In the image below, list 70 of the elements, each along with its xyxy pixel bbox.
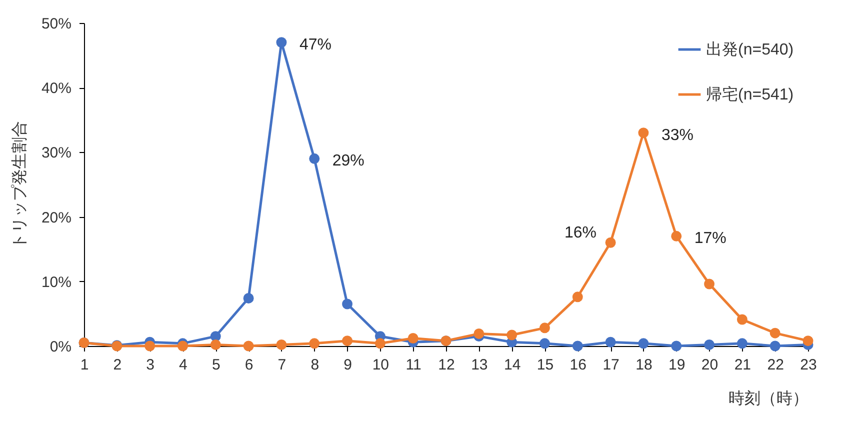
point bbox=[736, 338, 748, 349]
point bbox=[539, 338, 550, 349]
point bbox=[704, 339, 715, 350]
point bbox=[342, 298, 353, 310]
point bbox=[243, 292, 254, 304]
x-tick-label: 9 bbox=[344, 356, 352, 374]
point bbox=[309, 338, 320, 349]
y-tick-label: 30% bbox=[41, 144, 72, 162]
point bbox=[671, 230, 682, 242]
x-axis-title: 時刻（時） bbox=[728, 390, 808, 408]
point bbox=[374, 338, 386, 349]
point bbox=[539, 322, 550, 334]
y-tick-label: 40% bbox=[41, 80, 72, 98]
point bbox=[474, 328, 484, 339]
legend-label: 帰宅(n=541) bbox=[706, 86, 794, 104]
y-tick-label: 50% bbox=[41, 16, 72, 32]
point bbox=[704, 278, 715, 290]
y-tick-label: 10% bbox=[41, 274, 72, 291]
x-tick-label: 7 bbox=[278, 356, 286, 374]
point bbox=[276, 339, 287, 350]
x-tick-label: 10 bbox=[372, 356, 390, 374]
point bbox=[572, 292, 583, 302]
point bbox=[605, 336, 616, 348]
x-tick-label: 1 bbox=[80, 356, 89, 374]
x-tick-label: 5 bbox=[212, 356, 220, 374]
x-tick-label: 13 bbox=[471, 356, 488, 374]
x-tick-label: 8 bbox=[310, 356, 320, 374]
legend-label: 出発(n=540) bbox=[706, 40, 794, 58]
point bbox=[736, 314, 748, 325]
data-label: 47% bbox=[299, 36, 332, 54]
y-axis-title: トリップ発生割合 bbox=[10, 121, 28, 249]
point bbox=[210, 339, 221, 350]
x-tick-label: 12 bbox=[438, 356, 455, 374]
point bbox=[309, 153, 320, 164]
data-label: 33% bbox=[661, 126, 694, 144]
point bbox=[770, 340, 780, 352]
point bbox=[243, 340, 254, 352]
data-label: 16% bbox=[564, 224, 597, 242]
point bbox=[770, 328, 780, 338]
point bbox=[276, 37, 287, 48]
x-tick-label: 15 bbox=[536, 356, 554, 374]
data-label: 29% bbox=[332, 152, 364, 170]
x-tick-label: 19 bbox=[668, 356, 686, 374]
x-tick-label: 11 bbox=[406, 356, 422, 374]
x-tick-label: 6 bbox=[244, 356, 254, 374]
point bbox=[638, 128, 649, 138]
x-tick-label: 18 bbox=[636, 356, 652, 374]
y-tick-label: 20% bbox=[41, 209, 72, 226]
x-tick-label: 22 bbox=[767, 356, 784, 374]
point bbox=[177, 340, 188, 352]
x-tick-label: 23 bbox=[800, 356, 817, 374]
x-tick-label: 3 bbox=[146, 356, 154, 374]
point bbox=[144, 340, 156, 352]
data-label: 17% bbox=[694, 230, 726, 248]
x-tick-label: 4 bbox=[179, 356, 188, 374]
point bbox=[572, 340, 583, 352]
point bbox=[638, 338, 649, 349]
y-tick-label: 0% bbox=[50, 338, 72, 356]
x-tick-label: 17 bbox=[602, 356, 620, 374]
point bbox=[408, 333, 418, 344]
point bbox=[506, 330, 518, 340]
x-tick-label: 2 bbox=[113, 356, 122, 374]
x-tick-label: 20 bbox=[701, 356, 718, 374]
point bbox=[802, 336, 814, 346]
x-tick-label: 14 bbox=[504, 356, 521, 374]
point bbox=[342, 336, 353, 346]
x-tick-label: 21 bbox=[734, 356, 752, 374]
point bbox=[605, 237, 616, 248]
point bbox=[671, 340, 682, 352]
x-tick-label: 16 bbox=[570, 356, 586, 374]
